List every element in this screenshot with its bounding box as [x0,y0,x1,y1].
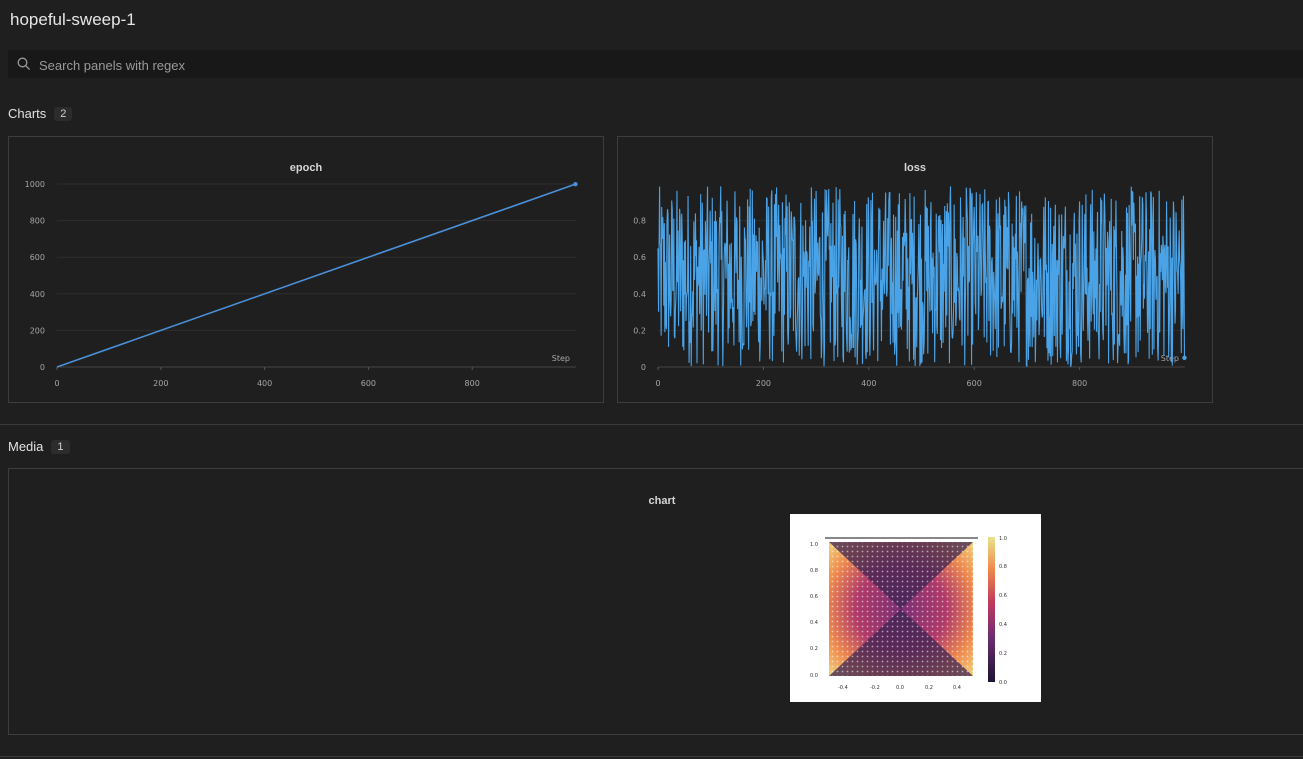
epoch-y-tick-label: 200 [30,326,45,335]
loss-last-point [1182,355,1187,361]
svg-text:0.2: 0.2 [925,685,933,691]
section-media-count-badge: 1 [51,439,70,454]
epoch-last-point [573,181,578,187]
search-icon [17,57,31,71]
svg-text:0.4: 0.4 [810,620,818,626]
epoch-y-tick-label: 600 [30,253,45,262]
epoch-x-tick-label: 600 [361,379,376,388]
svg-text:0.2: 0.2 [999,651,1007,657]
media-chart-image[interactable]: 1.0 0.8 0.6 0.4 0.2 0.0 -0.4 -0.2 0.0 0.2 0.4 1… [790,514,1041,702]
bottom-divider [0,756,1303,757]
svg-text:0.4: 0.4 [953,685,961,691]
epoch-x-tick-label: 800 [465,379,480,388]
svg-text:0.6: 0.6 [999,593,1007,599]
loss-y-tick-label: 0.4 [633,290,646,299]
media-panel-title: chart [648,495,676,507]
loss-x-tick-label: 0 [655,379,660,388]
epoch-x-axis-label: Step [552,354,570,363]
section-charts-label: Charts [8,106,47,121]
section-media-label: Media [8,439,44,454]
epoch-chart: 0 200 400 600 800 1000 0 200 400 600 800 Step [25,180,578,388]
svg-text:0.6: 0.6 [810,594,818,600]
epoch-y-tick-label: 800 [30,217,45,226]
epoch-y-tick-label: 1000 [25,180,45,189]
svg-text:1.0: 1.0 [999,536,1007,542]
epoch-series-line [56,183,576,368]
section-media-header[interactable]: Media 1 [8,439,70,454]
epoch-chart-panel[interactable]: epoch 0 200 400 600 800 1000 0 200 400 600 800 Step [8,136,604,403]
svg-text:0.4: 0.4 [999,622,1007,628]
media-heatmap-image: 1.0 0.8 0.6 0.4 0.2 0.0 -0.4 -0.2 0.0 0.2 0.4 1… [810,536,1007,691]
loss-x-tick-label: 200 [756,379,771,388]
epoch-y-tick-label: 400 [30,290,45,299]
loss-chart-panel[interactable]: loss 0 0.2 0.4 0.6 0.8 0 200 400 600 800 Step [617,136,1213,403]
media-panel[interactable]: chart [8,468,1303,735]
epoch-chart-title: epoch [289,162,323,174]
loss-y-tick-label: 0.6 [633,253,646,262]
loss-chart-title: loss [903,162,926,174]
svg-text:0.0: 0.0 [896,685,904,691]
svg-text:0.2: 0.2 [810,646,818,652]
loss-x-axis-label: Step [1161,354,1179,363]
epoch-x-tick-label: 0 [54,379,59,388]
loss-x-tick-label: 600 [967,379,982,388]
loss-y-tick-label: 0 [641,363,646,372]
loss-y-tick-label: 0.8 [633,217,646,226]
svg-text:0.8: 0.8 [810,568,818,574]
loss-chart: 0 0.2 0.4 0.6 0.8 0 200 400 600 800 Step [633,186,1187,388]
svg-text:1.0: 1.0 [810,542,818,548]
panel-search-bar[interactable] [8,50,1303,78]
epoch-y-tick-label: 0 [40,363,45,372]
section-charts-count-badge: 2 [54,106,73,121]
svg-text:0.0: 0.0 [999,680,1007,686]
loss-x-tick-label: 400 [861,379,876,388]
svg-text:-0.2: -0.2 [870,685,880,691]
run-title: hopeful-sweep-1 [10,10,136,29]
epoch-x-tick-label: 400 [257,379,272,388]
section-charts-header[interactable]: Charts 2 [8,106,73,121]
section-divider [0,424,1303,425]
svg-text:-0.4: -0.4 [838,685,848,691]
search-input[interactable] [37,53,1041,77]
loss-y-tick-label: 0.2 [633,326,646,335]
epoch-x-tick-label: 200 [153,379,168,388]
loss-series-line [657,186,1186,368]
svg-text:0.8: 0.8 [999,564,1007,570]
svg-text:0.0: 0.0 [810,673,818,679]
loss-x-tick-label: 800 [1072,379,1087,388]
